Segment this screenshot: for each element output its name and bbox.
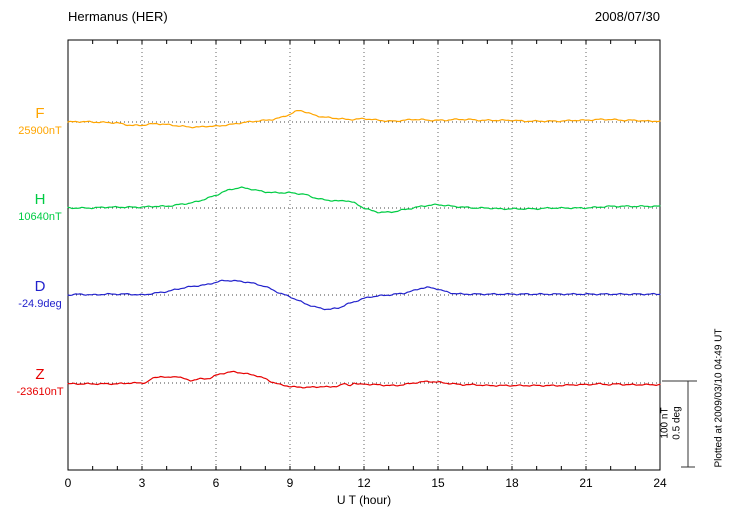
channel-z-label: Z <box>35 366 45 383</box>
channel-d-group: D -24.9deg <box>8 278 72 310</box>
channel-f-group: F 25900nT <box>8 105 72 137</box>
x-tick-label: 21 <box>579 476 593 490</box>
channel-d-baseline-value: -24.9deg <box>18 297 62 310</box>
date-label: 2008/07/30 <box>594 9 660 24</box>
plotted-at-note: Plotted at 2009/03/10 04:49 UT <box>713 328 725 468</box>
channel-z-baseline-value: -23610nT <box>16 385 64 398</box>
channel-f-baseline-value: 25900nT <box>18 124 62 137</box>
station-title: Hermanus (HER) <box>68 9 168 24</box>
x-axis-label: U T (hour) <box>336 493 392 507</box>
trace-f <box>67 109 661 129</box>
channel-d-label: D <box>34 278 46 295</box>
scale-bar-label: 100 nT 0.5 deg <box>660 406 683 439</box>
channel-h-baseline-value: 10640nT <box>18 210 62 223</box>
x-tick-label: 6 <box>213 476 220 490</box>
trace-z <box>67 370 661 389</box>
trace-h <box>67 186 661 214</box>
channel-z-group: Z -23610nT <box>8 366 72 398</box>
x-tick-label: 3 <box>139 476 146 490</box>
x-tick-label: 18 <box>505 476 519 490</box>
channel-h-label: H <box>34 191 46 208</box>
scale-bar-label-deg: 0.5 deg <box>671 406 682 440</box>
channel-h-group: H 10640nT <box>8 191 72 223</box>
x-tick-label: 0 <box>65 476 72 490</box>
x-tick-label: 24 <box>653 476 667 490</box>
x-tick-label: 15 <box>431 476 445 490</box>
x-tick-label: 12 <box>357 476 371 490</box>
channel-f-label: F <box>35 105 45 122</box>
trace-d <box>67 279 661 311</box>
scale-bar-label-nt: 100 nT <box>659 407 671 439</box>
plot-border <box>67 39 661 471</box>
x-tick-label: 9 <box>287 476 294 490</box>
